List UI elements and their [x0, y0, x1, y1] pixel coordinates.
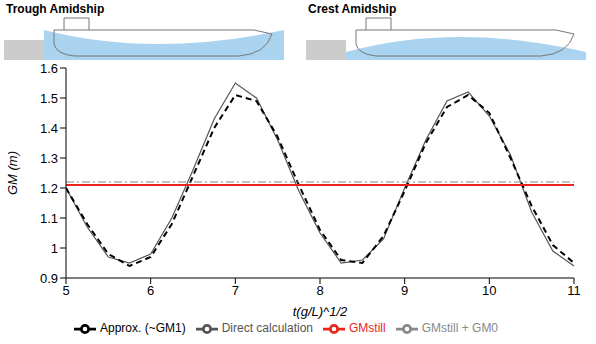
svg-text:Trough Amidship: Trough Amidship [6, 2, 104, 16]
svg-text:1.4: 1.4 [40, 121, 58, 136]
svg-text:9: 9 [401, 283, 408, 298]
svg-text:1.2: 1.2 [40, 181, 58, 196]
svg-text:1.6: 1.6 [40, 62, 58, 76]
svg-text:Crest Amidship: Crest Amidship [308, 2, 396, 16]
svg-text:10: 10 [482, 283, 496, 298]
svg-text:t(g/L)^1/2: t(g/L)^1/2 [293, 304, 348, 319]
svg-text:1.5: 1.5 [40, 91, 58, 106]
html-text:GMstill + GM0: GMstill + GM0 [421, 321, 498, 336]
svg-text:7: 7 [232, 283, 239, 298]
svg-text:1.3: 1.3 [40, 151, 58, 166]
svg-text:11: 11 [567, 283, 581, 298]
svg-text:0.9: 0.9 [40, 271, 58, 286]
svg-text:8: 8 [316, 283, 323, 298]
html-text:GMstill: GMstill [349, 321, 386, 336]
html-text:Direct calculation: Direct calculation [221, 321, 313, 336]
svg-text:5: 5 [62, 283, 69, 298]
svg-text:1.1: 1.1 [40, 211, 58, 226]
svg-text:GM (m): GM (m) [5, 151, 20, 195]
svg-text:6: 6 [147, 283, 154, 298]
svg-text:1: 1 [51, 241, 58, 256]
html-text:Approx. (~GM1): Approx. (~GM1) [100, 321, 186, 336]
